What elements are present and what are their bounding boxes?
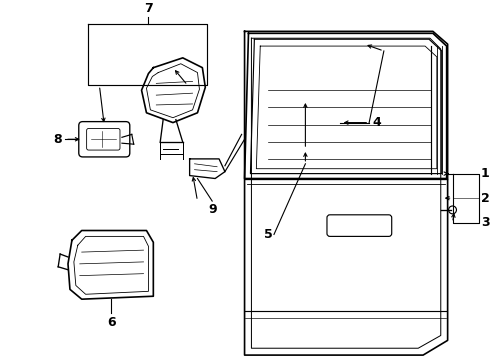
Text: 7: 7 — [144, 2, 153, 15]
Text: 5: 5 — [264, 228, 273, 241]
Text: 8: 8 — [53, 133, 62, 146]
Text: 9: 9 — [208, 203, 217, 216]
Text: 6: 6 — [107, 316, 116, 329]
Text: 3: 3 — [481, 216, 490, 229]
Text: 1: 1 — [481, 167, 490, 180]
Text: 2: 2 — [481, 192, 490, 204]
Text: 4: 4 — [372, 116, 381, 129]
